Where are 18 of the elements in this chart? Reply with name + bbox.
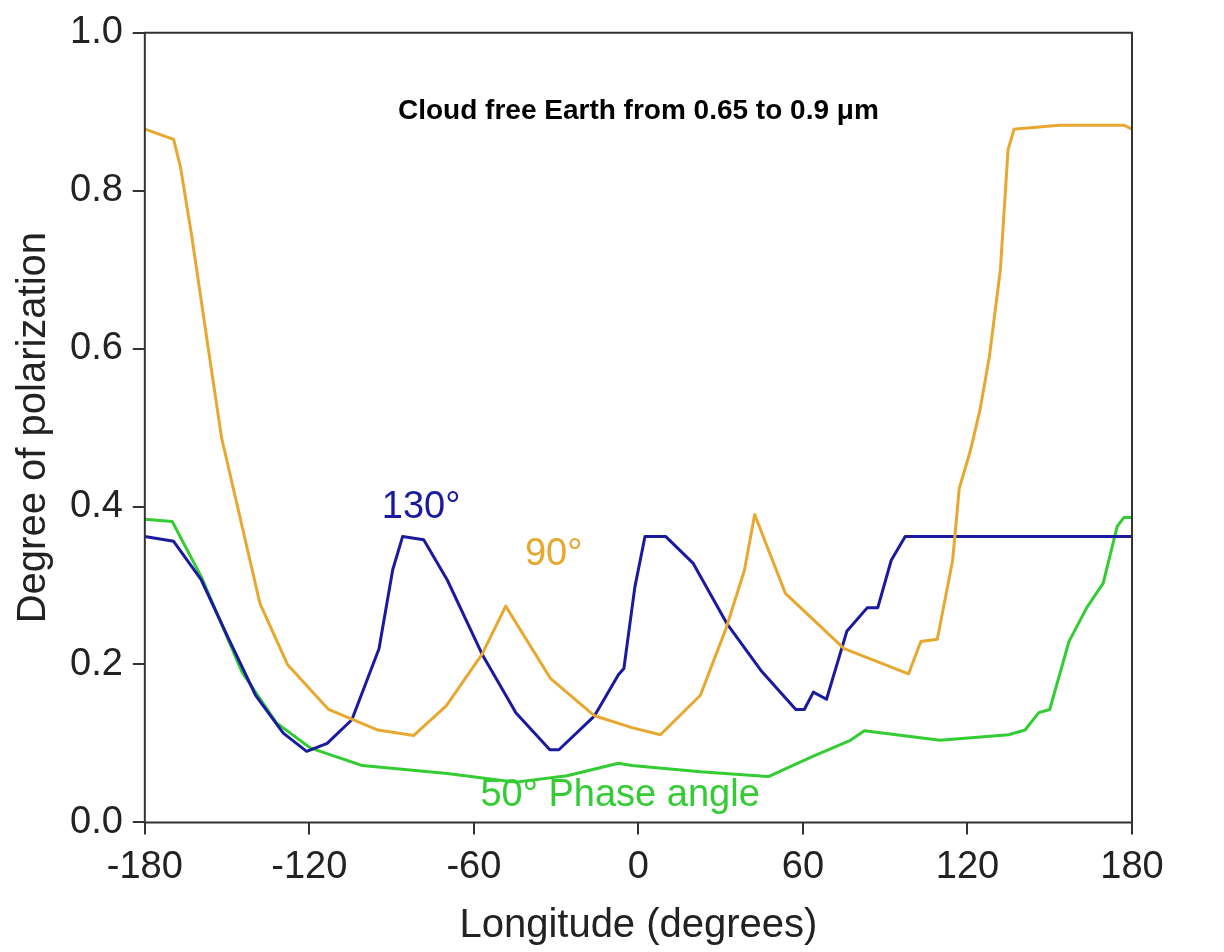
series-label: 130°: [381, 483, 461, 526]
y-tick-label: 0.4: [70, 483, 123, 526]
x-axis-title: Longitude (degrees): [459, 901, 818, 946]
series-label: 90°: [524, 531, 583, 574]
y-tick-label: 1.0: [70, 9, 123, 52]
y-tick-label: 0.2: [70, 640, 123, 683]
y-axis-title: Degree of polarization: [9, 231, 54, 624]
x-tick-label: -180: [106, 843, 183, 886]
y-tick-label: 0.0: [70, 798, 123, 841]
x-tick-label: 120: [935, 843, 1000, 886]
y-tick-label: 0.8: [70, 167, 123, 210]
x-tick-label: 0: [627, 843, 649, 886]
x-tick-label: 180: [1100, 843, 1164, 886]
y-tick-label: 0.6: [70, 325, 123, 368]
x-tick-label: 60: [781, 843, 825, 886]
text: Cloud free Earth from 0.65 to 0.9 μm: [398, 93, 879, 125]
x-tick-label: -60: [446, 843, 502, 886]
x-tick-label: -120: [271, 843, 348, 886]
